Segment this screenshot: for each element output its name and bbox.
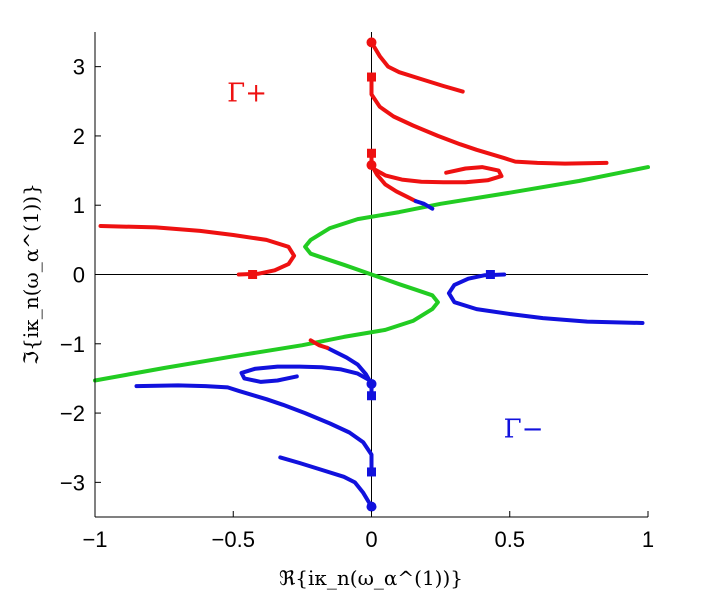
- tick-layer: −1 −0.5 0 0.5 1 −3 −2 −1 0 1 2 3: [60, 55, 654, 552]
- series-line-8: [446, 272, 645, 325]
- region-label-2: Γ−: [504, 414, 544, 444]
- y-tick-label: −2: [60, 401, 85, 426]
- x-axis-label: ℜ{iκ_n(ω_α^(1))}: [279, 566, 463, 590]
- marker-circle-1: [366, 37, 377, 48]
- x-tick-label: −0.5: [212, 527, 255, 552]
- x-tick-label: 0.5: [494, 527, 525, 552]
- series-line-2: [98, 224, 297, 277]
- series-line-6: [369, 163, 418, 204]
- marker-square-3: [367, 148, 376, 158]
- x-tick-label: −1: [82, 527, 107, 552]
- x-tick-label: 0: [365, 527, 377, 552]
- y-axis-label: ℑ{iκ_n(ω_α^(1))}: [19, 183, 43, 365]
- x-tick-label: 1: [642, 527, 654, 552]
- marker-circle-7: [366, 378, 377, 389]
- series-line-13: [308, 338, 330, 350]
- y-tick-label: −3: [60, 470, 85, 495]
- y-tick-label: 1: [73, 193, 85, 218]
- y-tick-label: −1: [60, 332, 85, 357]
- marker-square-8: [367, 391, 376, 401]
- series-line-7: [413, 199, 435, 211]
- y-tick-label: 3: [73, 55, 85, 80]
- marker-circle-4: [366, 160, 377, 171]
- series-line-9: [278, 455, 374, 509]
- series-line-10: [134, 383, 374, 474]
- y-tick-label: 0: [73, 263, 85, 288]
- marker-layer: [248, 37, 495, 512]
- region-label-1: Γ+: [227, 78, 267, 108]
- y-tick-label: 2: [73, 124, 85, 149]
- marker-square-9: [367, 467, 376, 477]
- series-line-4: [369, 75, 609, 166]
- marker-square-5: [248, 270, 258, 279]
- series-line-12: [325, 345, 374, 386]
- annotation-layer: Γ+ Γ−: [227, 78, 543, 444]
- series-line-3: [369, 40, 465, 94]
- series-line-1: [93, 165, 650, 383]
- series-layer: [93, 40, 650, 509]
- marker-square-6: [485, 270, 495, 279]
- marker-square-2: [367, 72, 376, 82]
- marker-circle-10: [366, 501, 377, 512]
